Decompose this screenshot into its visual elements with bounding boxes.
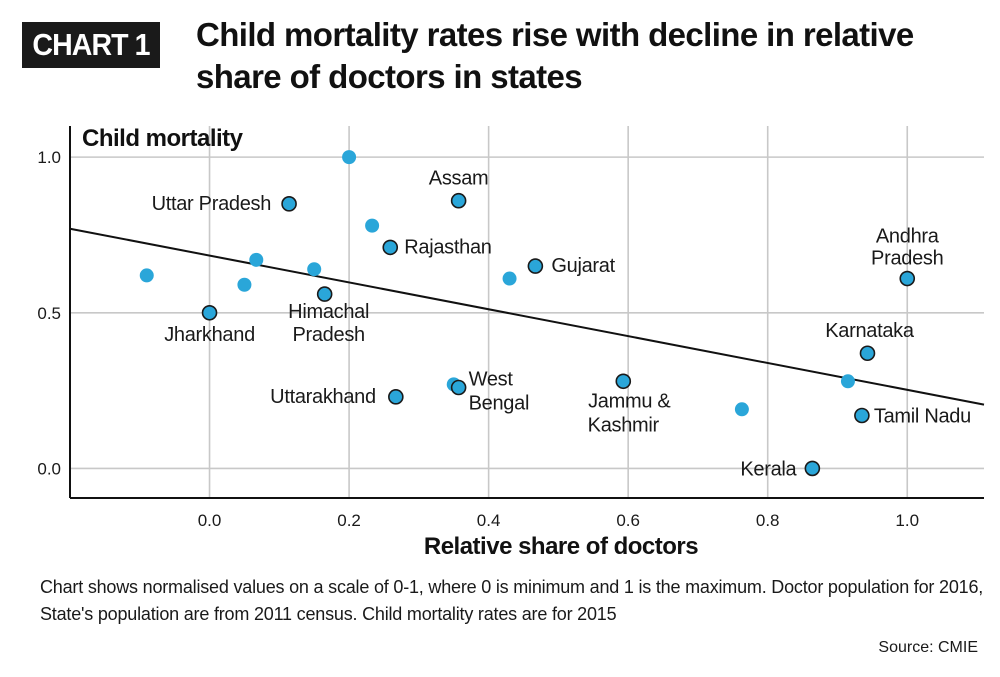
x-axis-title: Relative share of doctors bbox=[424, 533, 698, 560]
x-tick-label: 0.2 bbox=[337, 511, 361, 530]
point bbox=[139, 268, 154, 283]
point bbox=[249, 252, 264, 267]
point-label: Uttarakhand bbox=[270, 386, 376, 408]
point-assam bbox=[450, 192, 467, 209]
point-karnataka bbox=[859, 345, 876, 362]
point-label: West Bengal bbox=[469, 368, 529, 414]
chart-caption: Chart shows normalised values on a scale… bbox=[40, 577, 984, 624]
x-tick-label: 0.6 bbox=[616, 511, 640, 530]
point-uttar-pradesh bbox=[281, 196, 297, 212]
point-label: Tamil Nadu bbox=[874, 406, 971, 428]
point-label: Jharkhand bbox=[164, 324, 255, 346]
y-tick-label: 1.0 bbox=[37, 148, 61, 167]
point-label: Rajasthan bbox=[404, 236, 491, 258]
point-label: Karnataka bbox=[825, 320, 915, 342]
point bbox=[502, 271, 517, 286]
point-gujarat bbox=[527, 258, 544, 274]
point-andhra-pradesh bbox=[899, 270, 916, 287]
x-tick-label: 0.0 bbox=[198, 511, 222, 530]
point-rajasthan bbox=[382, 239, 399, 256]
y-tick-label: 0.0 bbox=[37, 459, 61, 478]
point-jharkhand bbox=[201, 304, 218, 321]
point bbox=[365, 218, 380, 233]
trend-layer bbox=[69, 227, 985, 406]
point bbox=[840, 374, 855, 389]
point bbox=[342, 150, 357, 165]
point-uttarakhand bbox=[388, 389, 404, 405]
point-label: Himachal Pradesh bbox=[288, 301, 369, 346]
chart-badge: CHART 1 bbox=[22, 22, 160, 68]
point-west-bengal bbox=[450, 379, 467, 396]
axis-layer: 0.0 0.2 0.4 0.6 0.8 1.0 0.0 0.5 1.0 Child mortali… bbox=[37, 125, 984, 560]
chart-source: Source: CMIE bbox=[878, 639, 978, 656]
point bbox=[237, 277, 252, 292]
x-tick-label: 0.8 bbox=[756, 511, 780, 530]
y-tick-label: 0.5 bbox=[37, 304, 61, 323]
point-kerala bbox=[804, 460, 821, 477]
y-axis-title: Child mortality bbox=[82, 125, 244, 152]
point-label: Gujarat bbox=[551, 255, 615, 277]
chart-title: Child mortality rates rise with decline … bbox=[196, 16, 914, 95]
label-layer: Jharkhand Uttar Pradesh Himachal Pradesh Raj… bbox=[152, 168, 972, 481]
point-layer bbox=[139, 150, 916, 477]
point-label: Assam bbox=[429, 168, 489, 190]
point-label: Kerala bbox=[740, 458, 797, 480]
point-tamil-nadu bbox=[854, 407, 870, 424]
point-himachal-pradesh bbox=[316, 286, 333, 302]
x-tick-label: 0.4 bbox=[477, 511, 501, 530]
scatter-chart: 0.0 0.2 0.4 0.6 0.8 1.0 0.0 0.5 1.0 Child mortali… bbox=[37, 125, 985, 560]
x-tick-label: 1.0 bbox=[895, 511, 919, 530]
point-jammu-kashmir bbox=[615, 373, 632, 390]
trend-line bbox=[69, 227, 985, 406]
point bbox=[307, 262, 322, 277]
point-label: Andhra Pradesh bbox=[871, 226, 943, 270]
point-label: Uttar Pradesh bbox=[152, 193, 272, 215]
point bbox=[734, 402, 749, 417]
point-label: Jammu & Kashmir bbox=[588, 390, 672, 436]
